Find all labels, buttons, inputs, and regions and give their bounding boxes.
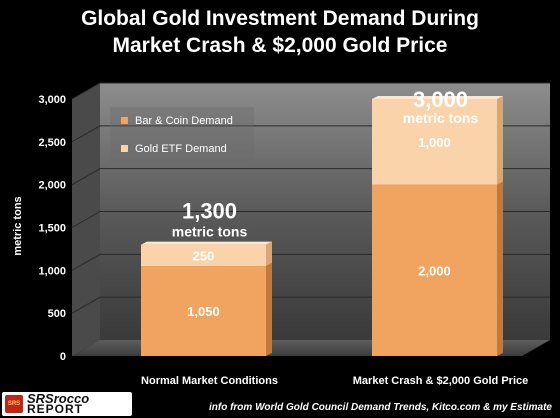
logo-line2: REPORT [27, 402, 84, 416]
total-unit-label: metric tons [172, 224, 248, 240]
logo-text: SRSrocco REPORT [27, 391, 90, 416]
y-tick-label: 1,500 [38, 223, 66, 235]
chart-title: Global Gold Investment Demand During Mark… [81, 7, 479, 57]
y-tick-label: 3,000 [38, 94, 66, 106]
legend-swatch [121, 117, 128, 124]
bar-value-label: 1,050 [187, 304, 220, 319]
y-tick-label: 2,000 [38, 180, 66, 192]
x-tick-label: Market Crash & $2,000 Gold Price [353, 375, 528, 387]
legend-box [110, 107, 254, 163]
legend-label: Gold ETF Demand [135, 143, 227, 155]
logo-mark-icon: SRS [5, 395, 23, 413]
srsrocco-logo: SRS SRSrocco REPORT [2, 392, 132, 416]
y-tick-label: 2,500 [38, 137, 66, 149]
bar-value-label: 2,000 [418, 263, 451, 278]
total-value-label: 1,300 [182, 199, 237, 224]
y-tick-label: 500 [48, 308, 66, 320]
total-unit-label: metric tons [403, 110, 479, 126]
bar-segment [372, 96, 503, 185]
y-axis-label: metric tons [12, 196, 24, 255]
total-value-label: 3,000 [413, 87, 468, 112]
y-tick-label: 1,000 [38, 265, 66, 277]
source-note: info from World Gold Council Demand Tren… [208, 402, 552, 413]
legend-label: Bar & Coin Demand [135, 115, 233, 127]
x-tick-label: Normal Market Conditions [141, 375, 278, 387]
bar-segment [141, 263, 272, 356]
y-tick-label: 0 [60, 351, 66, 363]
legend-swatch [121, 145, 128, 152]
bar-segment [372, 181, 503, 356]
bar-value-label: 1,000 [418, 135, 451, 150]
logo-line1: SRSrocco [27, 391, 90, 406]
bar-value-label: 250 [193, 248, 215, 263]
gridline [71, 82, 550, 100]
bar-segment [141, 241, 272, 267]
